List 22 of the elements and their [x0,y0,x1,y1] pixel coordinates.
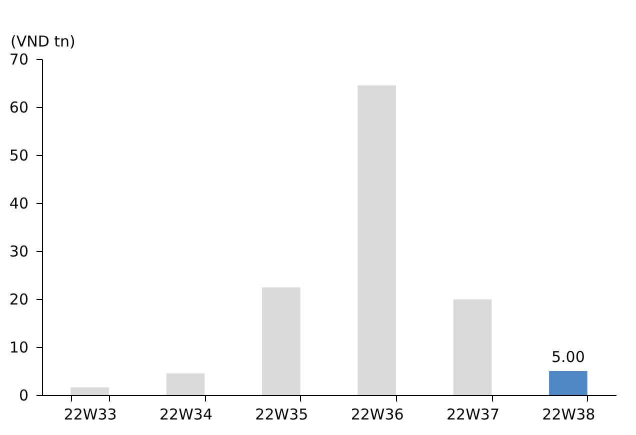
x-tick-label: 22W35 [255,406,308,424]
bar [166,373,205,395]
y-tick-label: 60 [9,98,28,116]
y-tick-label: 40 [9,194,28,212]
data-label: 5.00 [551,348,585,366]
y-tick-label: 0 [18,386,28,404]
x-tick-label: 22W38 [542,406,596,424]
bar [358,85,396,395]
bar [70,387,109,395]
y-tick-label: 20 [9,290,28,308]
x-tick-label: 22W33 [64,406,117,424]
bar [453,299,492,395]
bar [262,287,300,395]
y-axis-title: (VND tn) [10,32,76,50]
bar [549,371,588,395]
y-tick-label: 30 [9,242,28,260]
y-tick-label: 70 [9,50,28,68]
y-tick-label: 10 [9,338,28,356]
x-tick-label: 22W34 [159,406,213,424]
y-tick-label: 50 [9,146,28,164]
x-tick-label: 22W37 [446,406,500,424]
x-tick-label: 22W36 [350,406,404,424]
